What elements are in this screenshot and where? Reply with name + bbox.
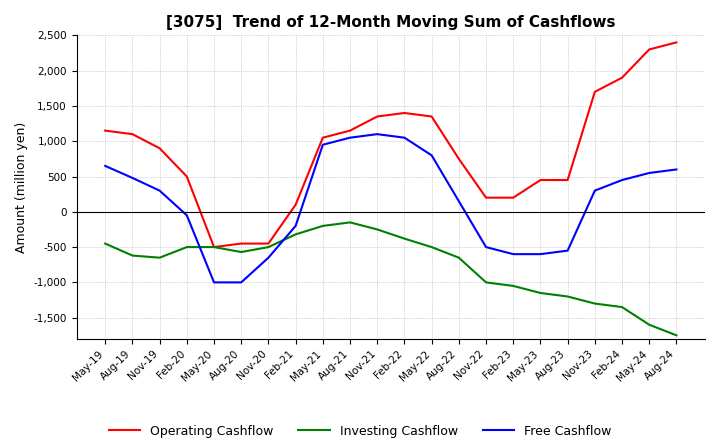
Operating Cashflow: [156, 146, 164, 151]
Free Cashflow: [373, 132, 382, 137]
Investing Cashflow: [264, 245, 273, 250]
Operating Cashflow: [264, 241, 273, 246]
Operating Cashflow: [318, 135, 327, 140]
Free Cashflow: [427, 153, 436, 158]
Operating Cashflow: [373, 114, 382, 119]
Free Cashflow: [509, 252, 518, 257]
Operating Cashflow: [292, 202, 300, 207]
Operating Cashflow: [400, 110, 409, 116]
Free Cashflow: [618, 177, 626, 183]
Investing Cashflow: [482, 280, 490, 285]
Investing Cashflow: [618, 304, 626, 310]
Free Cashflow: [128, 175, 137, 180]
Operating Cashflow: [346, 128, 354, 133]
Title: [3075]  Trend of 12-Month Moving Sum of Cashflows: [3075] Trend of 12-Month Moving Sum of C…: [166, 15, 616, 30]
Investing Cashflow: [182, 245, 191, 250]
Operating Cashflow: [101, 128, 109, 133]
Free Cashflow: [400, 135, 409, 140]
Y-axis label: Amount (million yen): Amount (million yen): [15, 121, 28, 253]
Investing Cashflow: [237, 249, 246, 255]
Investing Cashflow: [210, 245, 218, 250]
Investing Cashflow: [400, 236, 409, 241]
Investing Cashflow: [672, 333, 680, 338]
Free Cashflow: [318, 142, 327, 147]
Operating Cashflow: [454, 156, 463, 161]
Free Cashflow: [237, 280, 246, 285]
Investing Cashflow: [427, 245, 436, 250]
Investing Cashflow: [128, 253, 137, 258]
Free Cashflow: [264, 255, 273, 260]
Free Cashflow: [590, 188, 599, 193]
Operating Cashflow: [618, 75, 626, 81]
Line: Operating Cashflow: Operating Cashflow: [105, 42, 676, 247]
Free Cashflow: [672, 167, 680, 172]
Investing Cashflow: [509, 283, 518, 289]
Operating Cashflow: [237, 241, 246, 246]
Operating Cashflow: [536, 177, 545, 183]
Investing Cashflow: [156, 255, 164, 260]
Investing Cashflow: [454, 255, 463, 260]
Line: Free Cashflow: Free Cashflow: [105, 134, 676, 282]
Free Cashflow: [156, 188, 164, 193]
Operating Cashflow: [590, 89, 599, 95]
Line: Investing Cashflow: Investing Cashflow: [105, 222, 676, 335]
Free Cashflow: [101, 163, 109, 169]
Legend: Operating Cashflow, Investing Cashflow, Free Cashflow: Operating Cashflow, Investing Cashflow, …: [104, 420, 616, 440]
Investing Cashflow: [563, 294, 572, 299]
Free Cashflow: [536, 252, 545, 257]
Free Cashflow: [182, 213, 191, 218]
Free Cashflow: [346, 135, 354, 140]
Free Cashflow: [482, 245, 490, 250]
Operating Cashflow: [482, 195, 490, 200]
Free Cashflow: [563, 248, 572, 253]
Investing Cashflow: [346, 220, 354, 225]
Operating Cashflow: [563, 177, 572, 183]
Free Cashflow: [210, 280, 218, 285]
Investing Cashflow: [318, 223, 327, 228]
Free Cashflow: [454, 198, 463, 204]
Operating Cashflow: [509, 195, 518, 200]
Operating Cashflow: [128, 132, 137, 137]
Investing Cashflow: [373, 227, 382, 232]
Operating Cashflow: [645, 47, 654, 52]
Free Cashflow: [645, 170, 654, 176]
Operating Cashflow: [210, 245, 218, 250]
Investing Cashflow: [645, 322, 654, 327]
Free Cashflow: [292, 223, 300, 228]
Investing Cashflow: [536, 290, 545, 296]
Investing Cashflow: [101, 241, 109, 246]
Operating Cashflow: [427, 114, 436, 119]
Investing Cashflow: [590, 301, 599, 306]
Operating Cashflow: [672, 40, 680, 45]
Investing Cashflow: [292, 232, 300, 237]
Operating Cashflow: [182, 174, 191, 179]
